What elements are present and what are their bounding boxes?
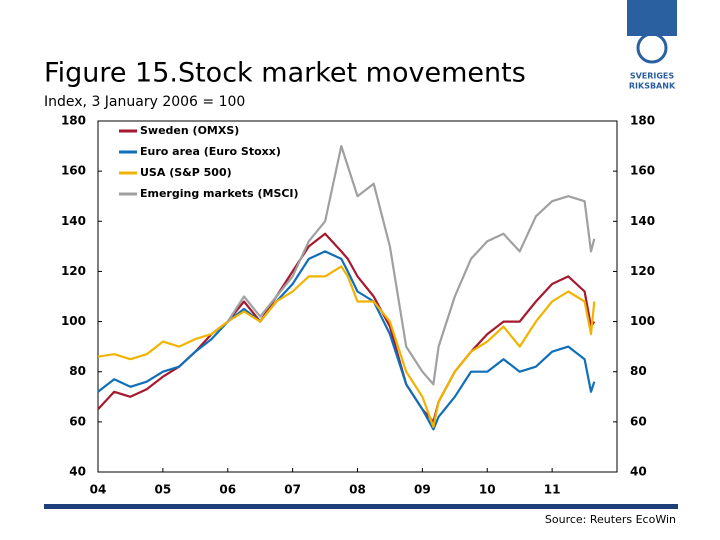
series-line	[97, 250, 596, 431]
x-tick-label: 10	[479, 483, 496, 497]
series-line	[97, 265, 596, 428]
y2-tick-label: 60	[630, 414, 647, 428]
y-tick-label: 120	[61, 264, 86, 278]
y-tick-label: 100	[61, 314, 86, 328]
source: Source: Reuters EcoWin	[545, 513, 676, 526]
x-tick-label: 06	[219, 483, 236, 497]
y2-tick-label: 80	[630, 364, 647, 378]
logo: SVERIGES RIKSBANK	[627, 0, 677, 91]
logo-emblem	[636, 32, 668, 64]
x-tick-label: 11	[544, 483, 561, 497]
y-tick-label: 60	[69, 414, 86, 428]
chart-title: Figure 15.Stock market movements	[44, 58, 526, 89]
y2-tick-label: 120	[630, 264, 655, 278]
y-tick-label: 160	[61, 164, 86, 178]
x-tick-label: 05	[155, 483, 172, 497]
legend-label: Sweden (OMXS)	[140, 124, 239, 137]
y2-tick-label: 140	[630, 214, 655, 228]
legend-label: Euro area (Euro Stoxx)	[140, 145, 281, 158]
y-tick-label: 80	[69, 364, 86, 378]
logo-text: SVERIGES	[630, 72, 675, 81]
y-tick-label: 140	[61, 214, 86, 228]
legend-label: Emerging markets (MSCI)	[140, 187, 299, 200]
x-tick-label: 07	[284, 483, 301, 497]
x-tick-label: 04	[90, 483, 107, 497]
logo-crest	[627, 0, 677, 36]
series-line	[97, 232, 596, 423]
y2-tick-label: 180	[630, 114, 655, 128]
legend-label: USA (S&P 500)	[140, 166, 232, 179]
y-tick-label: 180	[61, 114, 86, 128]
y2-tick-label: 160	[630, 164, 655, 178]
x-tick-label: 08	[349, 483, 366, 497]
y2-tick-label: 40	[630, 465, 647, 479]
y2-tick-label: 100	[630, 314, 655, 328]
footer-bar	[44, 504, 678, 509]
y-tick-label: 40	[69, 465, 86, 479]
x-tick-label: 09	[414, 483, 431, 497]
series-line	[226, 145, 596, 386]
chart-subtitle: Index, 3 January 2006 = 100	[44, 94, 245, 110]
logo-text: RIKSBANK	[629, 82, 676, 91]
